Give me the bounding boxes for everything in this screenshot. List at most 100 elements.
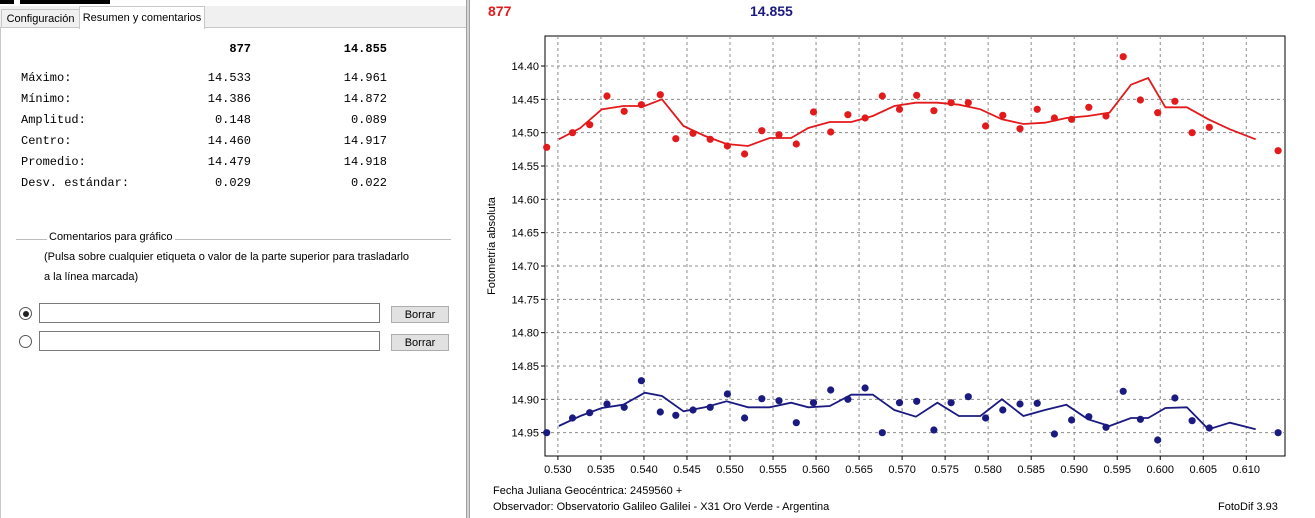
series-2-point xyxy=(758,395,766,403)
grid xyxy=(545,36,1285,456)
tab-configuracion[interactable]: Configuración xyxy=(1,9,80,28)
y-tick-label: 14.85 xyxy=(511,361,539,373)
x-tick-label: 0.595 xyxy=(1103,464,1131,476)
x-tick-label: 0.575 xyxy=(931,464,959,476)
series-1-point xyxy=(672,135,680,143)
series-1-point xyxy=(1188,129,1196,137)
comment-2-input[interactable] xyxy=(39,331,380,351)
footer-observer: Observador: Observatorio Galileo Galilei… xyxy=(493,501,830,513)
x-tick-label: 0.600 xyxy=(1146,464,1174,476)
x-tick-label: 0.540 xyxy=(630,464,658,476)
series-2-point xyxy=(586,409,594,417)
summary-value[interactable]: 0.022 xyxy=(350,176,387,190)
summary-value[interactable]: 14.460 xyxy=(207,134,251,148)
summary-value[interactable]: 14.961 xyxy=(343,71,387,85)
summary-value[interactable]: 14.386 xyxy=(207,92,251,106)
x-tick-label: 0.550 xyxy=(716,464,744,476)
series-2-point xyxy=(1102,423,1110,431)
comments-group-title: Comentarios para gráfico xyxy=(47,231,175,243)
series-2-point xyxy=(964,393,972,401)
summary-value[interactable]: 14.479 xyxy=(207,155,251,169)
tab-bar: Configuración Resumen y comentarios xyxy=(0,6,466,29)
series-1-point xyxy=(741,150,749,158)
series-2-point xyxy=(999,406,1007,414)
series-1-point xyxy=(827,128,835,136)
series-2-point xyxy=(656,408,664,416)
summary-label-minimo[interactable]: Mínimo: xyxy=(21,92,72,106)
series-2-point xyxy=(895,399,904,407)
x-tick-label: 0.610 xyxy=(1233,464,1261,476)
series-2-point xyxy=(1188,417,1196,425)
series-2-point xyxy=(947,399,955,407)
comments-hint-line1: (Pulsa sobre cualquier etiqueta o valor … xyxy=(44,251,410,263)
y-tick-label: 14.90 xyxy=(511,394,539,406)
series-1-point xyxy=(586,121,594,129)
comment-1-radio[interactable] xyxy=(19,307,32,320)
series-1-point xyxy=(603,92,611,100)
y-tick-label: 14.50 xyxy=(511,128,539,140)
series-1-point xyxy=(792,140,800,148)
series-1-point xyxy=(1274,147,1282,155)
summary-value[interactable]: 0.089 xyxy=(350,113,387,127)
series-1-point xyxy=(543,143,551,151)
comment-2-radio[interactable] xyxy=(19,335,32,348)
series-2-point xyxy=(1154,436,1162,444)
series-2-point xyxy=(1016,400,1024,408)
x-tick-label: 0.555 xyxy=(759,464,787,476)
left-panel: Configuración Resumen y comentarios 877 … xyxy=(0,0,466,518)
series-1-point xyxy=(999,111,1007,119)
summary-col-header-1[interactable]: 877 xyxy=(229,42,251,56)
summary-value[interactable]: 14.918 xyxy=(343,155,387,169)
series-2-point xyxy=(775,397,783,405)
summary-col-header-2[interactable]: 14.855 xyxy=(343,42,387,56)
light-curve-chart: 877 14.855 0.530 0.535 0.540 0.545 0.550 0.55… xyxy=(486,3,1286,476)
series-2-point xyxy=(861,384,869,392)
summary-label-maximo[interactable]: Máximo: xyxy=(21,71,72,85)
series-1-point xyxy=(758,127,766,135)
series-1-point xyxy=(947,99,955,107)
series-1-point xyxy=(809,108,818,116)
summary-value[interactable]: 0.029 xyxy=(214,176,251,190)
series-2-point xyxy=(930,426,938,434)
axis-ticks: 0.530 0.535 0.540 0.545 0.550 0.555 0.560 0.565… xyxy=(511,61,1260,476)
tab-resumen-comentarios[interactable]: Resumen y comentarios xyxy=(79,6,205,29)
series-2-point xyxy=(809,399,818,407)
summary-value[interactable]: 0.148 xyxy=(214,113,251,127)
series-2-point xyxy=(706,403,714,411)
panel-splitter[interactable] xyxy=(466,0,470,518)
footer-app-version: FotoDif 3.93 xyxy=(1218,501,1278,513)
summary-value[interactable]: 14.872 xyxy=(343,92,387,106)
summary-label-desv-estandar[interactable]: Desv. estándar: xyxy=(21,176,130,190)
chart-header-label-1[interactable]: 877 xyxy=(488,3,512,19)
series-1-point xyxy=(878,92,886,100)
series-1-trend-line xyxy=(558,76,1257,147)
comments-hint-line2: a la línea marcada) xyxy=(44,271,139,283)
x-tick-label: 0.545 xyxy=(673,464,701,476)
series-2-point xyxy=(1033,399,1041,407)
series-2-point xyxy=(568,414,577,422)
summary-value[interactable]: 14.533 xyxy=(207,71,251,85)
comment-2-clear-button[interactable]: Borrar xyxy=(391,334,449,351)
series-1-point xyxy=(1119,53,1127,61)
series-1-point xyxy=(706,135,714,143)
y-tick-label: 14.65 xyxy=(511,228,539,240)
series-1-point xyxy=(1136,96,1144,104)
summary-label-promedio[interactable]: Promedio: xyxy=(21,155,86,169)
radio-selected-dot xyxy=(22,310,29,317)
series-2-point xyxy=(878,429,886,437)
summary-label-amplitud[interactable]: Amplitud: xyxy=(21,113,86,127)
summary-label-centro[interactable]: Centro: xyxy=(21,134,72,148)
comment-1-input[interactable] xyxy=(39,303,380,323)
series-1-point xyxy=(930,107,938,115)
summary-value[interactable]: 14.917 xyxy=(343,134,387,148)
series-1-point xyxy=(1171,97,1179,105)
series-2-point xyxy=(982,414,990,422)
x-tick-label: 0.590 xyxy=(1060,464,1088,476)
chart-header-label-2[interactable]: 14.855 xyxy=(750,3,793,19)
series-2-point xyxy=(1205,424,1213,432)
series-1-point xyxy=(568,129,577,137)
x-tick-label: 0.530 xyxy=(544,464,572,476)
series-1-point xyxy=(637,101,645,109)
y-tick-label: 14.55 xyxy=(511,161,539,173)
comment-1-clear-button[interactable]: Borrar xyxy=(391,306,449,323)
